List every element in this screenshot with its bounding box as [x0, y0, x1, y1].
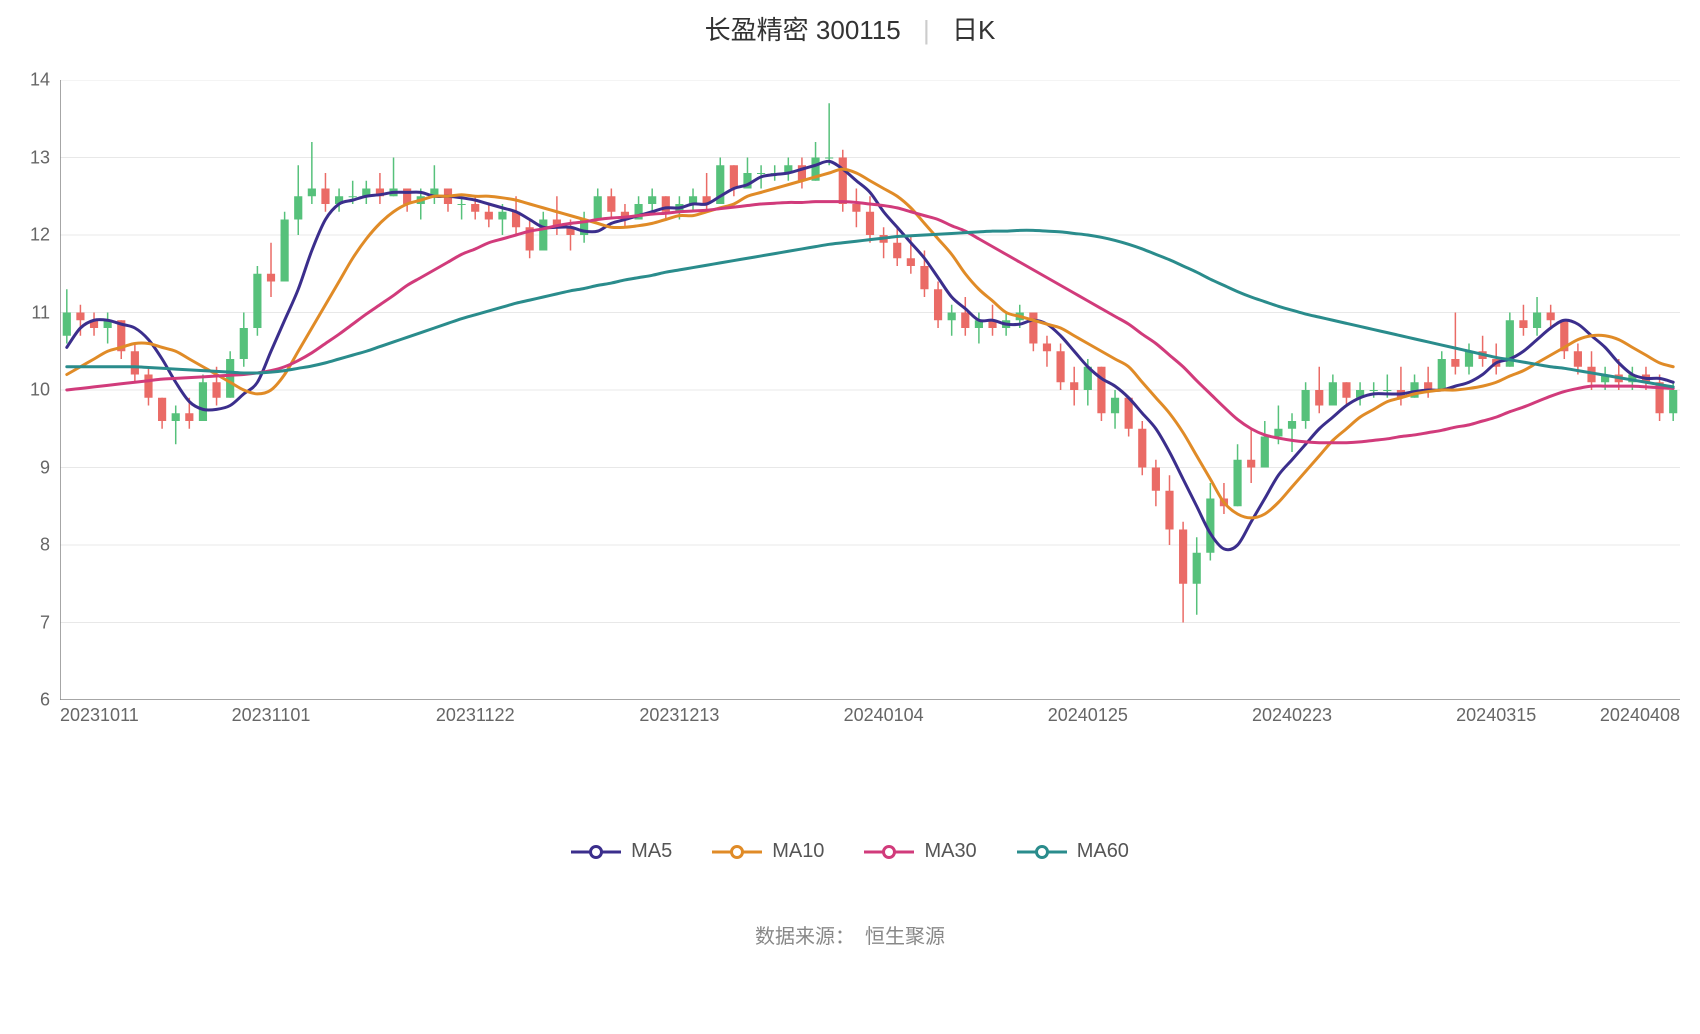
legend-item-ma5: MA5 — [571, 840, 672, 863]
y-tick-label: 12 — [30, 225, 50, 246]
stock-code: 300115 — [816, 15, 901, 45]
period-label: 日K — [952, 15, 995, 45]
legend-label: MA30 — [924, 840, 976, 863]
x-tick-label: 20231213 — [639, 705, 719, 726]
chart-area — [60, 80, 1680, 700]
legend-marker-icon — [1017, 842, 1067, 862]
legend: MA5 MA10 MA30 MA60 — [0, 840, 1700, 867]
y-tick-label: 13 — [30, 147, 50, 168]
legend-marker-icon — [712, 842, 762, 862]
legend-label: MA60 — [1077, 840, 1129, 863]
x-tick-label: 20240408 — [1600, 705, 1680, 726]
legend-marker-icon — [571, 842, 621, 862]
title-divider: | — [923, 15, 930, 45]
y-tick-label: 8 — [40, 535, 50, 556]
y-tick-label: 10 — [30, 380, 50, 401]
x-tick-label: 20231011 — [60, 705, 139, 726]
legend-label: MA10 — [772, 840, 824, 863]
x-tick-label: 20240104 — [844, 705, 924, 726]
legend-label: MA5 — [631, 840, 672, 863]
x-tick-label: 20240223 — [1252, 705, 1332, 726]
stock-name: 长盈精密 — [705, 15, 809, 45]
y-tick-label: 7 — [40, 612, 50, 633]
y-axis: 67891011121314 — [0, 80, 60, 700]
legend-item-ma60: MA60 — [1017, 840, 1129, 863]
x-tick-label: 20240315 — [1456, 705, 1536, 726]
y-tick-label: 6 — [40, 690, 50, 711]
legend-marker-icon — [864, 842, 914, 862]
x-tick-label: 20240125 — [1048, 705, 1128, 726]
y-tick-label: 9 — [40, 457, 50, 478]
y-tick-label: 14 — [30, 70, 50, 91]
chart-title: 长盈精密 300115 | 日K — [0, 0, 1700, 47]
candlestick-chart — [60, 80, 1680, 700]
legend-item-ma10: MA10 — [712, 840, 824, 863]
data-source: 数据来源： 恒生聚源 — [0, 920, 1700, 949]
x-tick-label: 20231101 — [232, 705, 311, 726]
legend-item-ma30: MA30 — [864, 840, 976, 863]
x-tick-label: 20231122 — [436, 705, 515, 726]
y-tick-label: 11 — [31, 302, 50, 323]
